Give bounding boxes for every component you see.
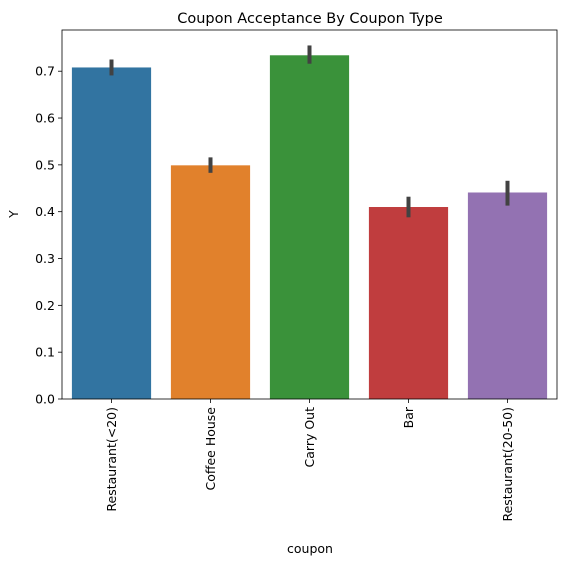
x-tick-label: Coffee House: [203, 407, 218, 491]
x-tick-label: Carry Out: [302, 407, 317, 468]
chart-title: Coupon Acceptance By Coupon Type: [177, 11, 443, 27]
y-tick-label: 0.5: [35, 157, 55, 172]
y-tick-label: 0.3: [35, 251, 55, 266]
y-tick-label: 0.7: [35, 64, 55, 79]
y-tick-label: 0.2: [35, 298, 55, 313]
bar: [368, 207, 449, 399]
x-tick-label: Bar: [401, 406, 416, 428]
bar: [467, 192, 548, 399]
y-axis: 0.0 0.1 0.2 0.3 0.4 0.5 0.6 0.7: [35, 64, 62, 407]
x-tick-label: Restaurant(20-50): [500, 407, 515, 522]
x-tick-label: Restaurant(<20): [104, 407, 119, 512]
bar: [269, 55, 350, 399]
y-tick-label: 0.4: [35, 204, 55, 219]
x-axis: Restaurant(<20) Coffee House Carry Out Bar R…: [104, 399, 515, 522]
y-tick-label: 0.0: [35, 392, 55, 407]
y-tick-label: 0.1: [35, 345, 55, 360]
error-bars-group: [109, 45, 510, 218]
plot-frame: [61, 29, 558, 400]
y-axis-label: Y: [6, 210, 21, 219]
bars-group: [71, 55, 548, 400]
x-axis-label: coupon: [287, 541, 333, 556]
y-tick-label: 0.6: [35, 111, 55, 126]
bar: [170, 165, 251, 399]
bar: [71, 67, 152, 400]
